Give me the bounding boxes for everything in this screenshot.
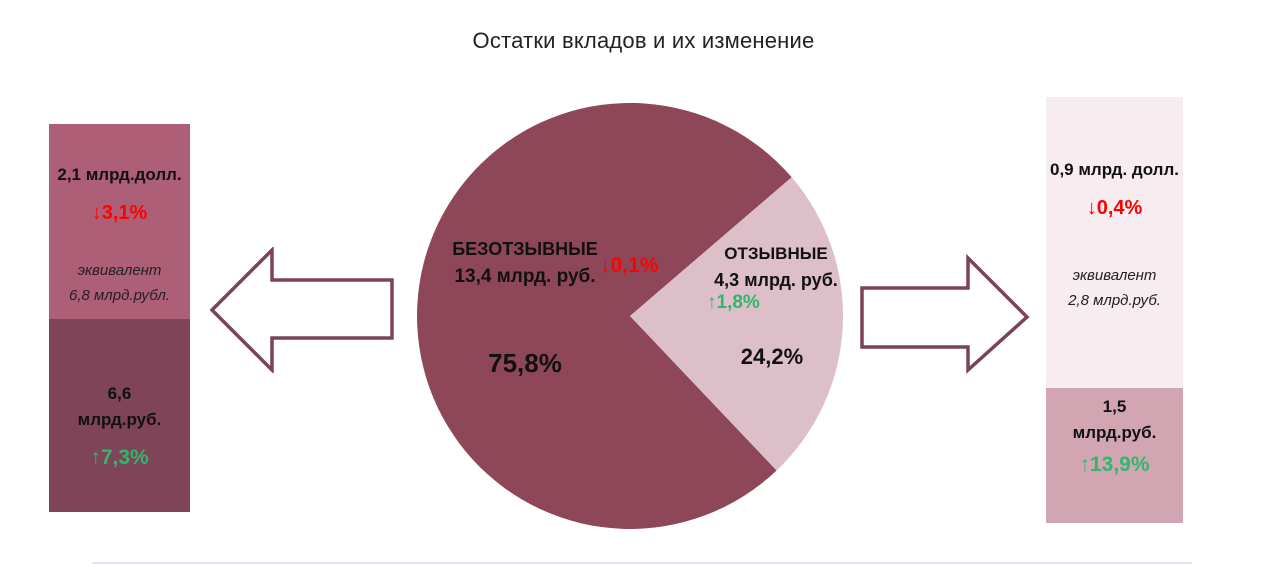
left-panel-usd-block: 2,1 млрд.долл. ↓3,1% эквивалент 6,8 млрд… (49, 124, 190, 319)
chart-title: Остатки вкладов и их изменение (472, 28, 815, 53)
pie-slice-revocable-change: ↑1,8% (707, 292, 760, 313)
pie-slice-irrevocable-change: ↓0,1% (600, 254, 659, 277)
arrow-left-icon (209, 247, 394, 373)
pie-slice-irrevocable-label: БЕЗОТЗЫВНЫЕ 13,4 млрд. руб. (435, 236, 615, 292)
right-usd-equivalent-line2: 2,8 млрд.руб. (1068, 292, 1161, 310)
pie-slice-irrevocable-percent: 75,8% (488, 348, 562, 378)
right-panel: 0,9 млрд. долл. ↓0,4% эквивалент 2,8 млр… (1046, 97, 1183, 523)
left-rub-change: ↑7,3% (90, 445, 149, 469)
left-rub-amount-line2: млрд.руб. (77, 410, 162, 430)
right-usd-amount: 0,9 млрд. долл. (1049, 160, 1179, 179)
pie-slice-irrevocable-amount: 13,4 млрд. руб. (454, 266, 596, 287)
right-rub-amount: 1,5 млрд.руб. (1073, 394, 1157, 447)
left-rub-amount: 6,6 млрд.руб. (78, 381, 162, 434)
left-usd-equivalent-line2: 6,8 млрд.рубл. (69, 287, 170, 305)
left-panel-rub-block: 6,6 млрд.руб. ↑7,3% (49, 319, 190, 512)
pie-slice-revocable-name: ОТЗЫВНЫЕ (724, 244, 828, 263)
pie-slice-revocable-percent: 24,2% (740, 344, 804, 369)
right-rub-amount-line2: млрд.руб. (1072, 423, 1157, 443)
right-usd-change: ↓0,4% (1086, 197, 1143, 220)
right-panel-rub-block: 1,5 млрд.руб. ↑13,9% (1046, 388, 1183, 523)
pie-chart-svg (417, 102, 844, 529)
right-usd-equivalent-line1: эквивалент (1072, 267, 1157, 285)
pie-slice (417, 102, 792, 529)
left-usd-amount: 2,1 млрд.долл. (57, 165, 182, 184)
pie-slice-revocable-amount: 4,3 млрд. руб. (714, 269, 838, 290)
left-usd-equivalent: эквивалент 6,8 млрд.рубл. (69, 259, 170, 309)
right-panel-usd-block: 0,9 млрд. долл. ↓0,4% эквивалент 2,8 млр… (1046, 97, 1183, 388)
left-usd-change: ↓3,1% (91, 202, 148, 225)
pie-slice-irrevocable-name: БЕЗОТЗЫВНЫЕ (452, 239, 598, 259)
pie-slice-revocable-label: ОТЗЫВНЫЕ 4,3 млрд. руб. (703, 241, 849, 294)
pie-slice (630, 177, 844, 471)
right-rub-change: ↑13,9% (1079, 452, 1150, 476)
arrow-right-icon (860, 254, 1030, 374)
left-rub-amount-line1: 6,6 (107, 384, 132, 403)
right-rub-amount-line1: 1,5 (1102, 397, 1127, 416)
right-usd-equivalent: эквивалент 2,8 млрд.руб. (1068, 264, 1161, 314)
left-panel: 2,1 млрд.долл. ↓3,1% эквивалент 6,8 млрд… (49, 124, 190, 512)
left-usd-equivalent-line1: эквивалент (77, 262, 162, 280)
slide-bottom-edge (92, 562, 1192, 564)
